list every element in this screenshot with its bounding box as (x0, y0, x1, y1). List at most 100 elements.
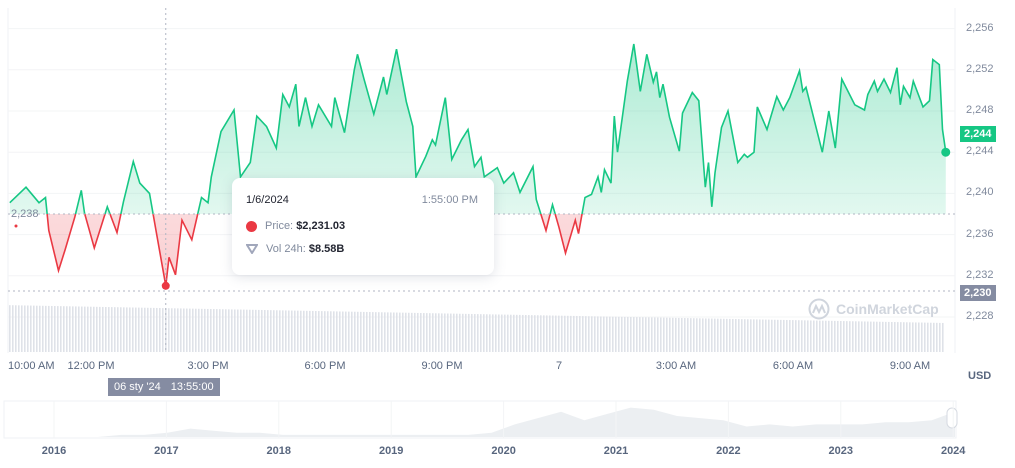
volume-bar (159, 308, 161, 352)
volume-bar (345, 311, 347, 352)
volume-bar (771, 319, 773, 352)
volume-bar (744, 319, 746, 352)
volume-bar (129, 307, 131, 352)
volume-bar (303, 310, 305, 352)
volume-bar (402, 312, 404, 352)
volume-bar (156, 307, 158, 352)
navigator-handle[interactable] (946, 407, 958, 429)
volume-bar (351, 311, 353, 352)
navigator[interactable] (3, 400, 958, 439)
hover-point (161, 281, 170, 290)
volume-bar (936, 322, 938, 352)
volume-bar (198, 308, 200, 352)
volume-bar (510, 314, 512, 352)
volume-bar (60, 306, 62, 352)
watermark-logo: CoinMarketCap (808, 298, 939, 320)
navigator-year-label: 2022 (716, 445, 741, 457)
x-tick-label: 6:00 AM (772, 360, 814, 372)
volume-bar (810, 320, 812, 352)
volume-bar (438, 313, 440, 352)
volume-bar (426, 313, 428, 352)
volume-bar (876, 321, 878, 352)
volume-bar (576, 315, 578, 352)
volume-bar (900, 322, 902, 352)
volume-bar (363, 311, 365, 352)
volume-bar (39, 305, 41, 352)
volume-bar (249, 309, 251, 352)
volume-bar (69, 306, 71, 352)
volume-bar (105, 307, 107, 352)
volume-bar (507, 314, 509, 352)
volume-bar (846, 321, 848, 352)
volume-bar (540, 315, 542, 352)
volume-bar (759, 319, 761, 352)
volume-bar (786, 319, 788, 352)
volume-bar (294, 310, 296, 352)
start-marker (14, 224, 18, 228)
volume-bar (879, 321, 881, 352)
navigator-year-label: 2016 (41, 445, 67, 457)
volume-bar (417, 312, 419, 352)
volume-bar (420, 313, 422, 352)
volume-bar (348, 311, 350, 352)
volume-bar (141, 307, 143, 352)
volume-bar (21, 305, 23, 352)
volume-bar (657, 317, 659, 352)
volume-bar (270, 310, 272, 352)
volume-bar (564, 315, 566, 352)
volume-bar (807, 320, 809, 352)
tooltip-date: 1/6/2024 (246, 194, 289, 206)
volume-bar (555, 315, 557, 352)
volume-bar (210, 309, 212, 352)
tooltip-price-row: Price: $2,231.03 (246, 220, 345, 232)
volume-bar (480, 314, 482, 352)
volume-bar (384, 312, 386, 352)
volume-bar (627, 316, 629, 352)
volume-bar (450, 313, 452, 352)
volume-bar (885, 321, 887, 352)
volume-bar (474, 314, 476, 352)
volume-bar (708, 318, 710, 352)
volume-bar (723, 318, 725, 352)
crosshair-time-badge: 06 sty '24 13:55:00 (108, 378, 220, 396)
volume-bar (912, 322, 914, 352)
crosshair-time: 13:55:00 (170, 381, 214, 393)
volume-bar (783, 319, 785, 352)
volume-bar (84, 306, 86, 352)
navigator-year-label: 2024 (940, 445, 966, 457)
volume-bar (174, 308, 176, 352)
volume-bar (330, 311, 332, 352)
volume-bar (492, 314, 494, 352)
volume-bar (327, 311, 329, 352)
volume-shield-icon (246, 244, 258, 254)
volume-bar (762, 319, 764, 352)
volume-bar (114, 307, 116, 352)
volume-bar (606, 316, 608, 352)
volume-bar (408, 312, 410, 352)
volume-bar (288, 310, 290, 352)
volume-bar (309, 310, 311, 352)
volume-bar (366, 311, 368, 352)
volume-bar (888, 321, 890, 352)
volume-bar (177, 308, 179, 352)
volume-bar (399, 312, 401, 352)
volume-bar (588, 316, 590, 352)
price-line-down (46, 214, 583, 286)
volume-bar (600, 316, 602, 352)
volume-bar (483, 314, 485, 352)
volume-bar (684, 318, 686, 352)
volume-bar (321, 311, 323, 352)
volume-bar (798, 320, 800, 352)
volume-bar (903, 322, 905, 352)
volume-bar (819, 320, 821, 352)
coinmarketcap-logo-icon (808, 298, 830, 320)
volume-bar (222, 309, 224, 352)
volume-bar (186, 308, 188, 352)
volume-bar (870, 321, 872, 352)
volume-bar (78, 306, 80, 352)
volume-bar (765, 319, 767, 352)
tooltip-volume-row: Vol 24h: $8.58B (246, 243, 344, 255)
volume-bar (543, 315, 545, 352)
volume-bar (840, 321, 842, 352)
